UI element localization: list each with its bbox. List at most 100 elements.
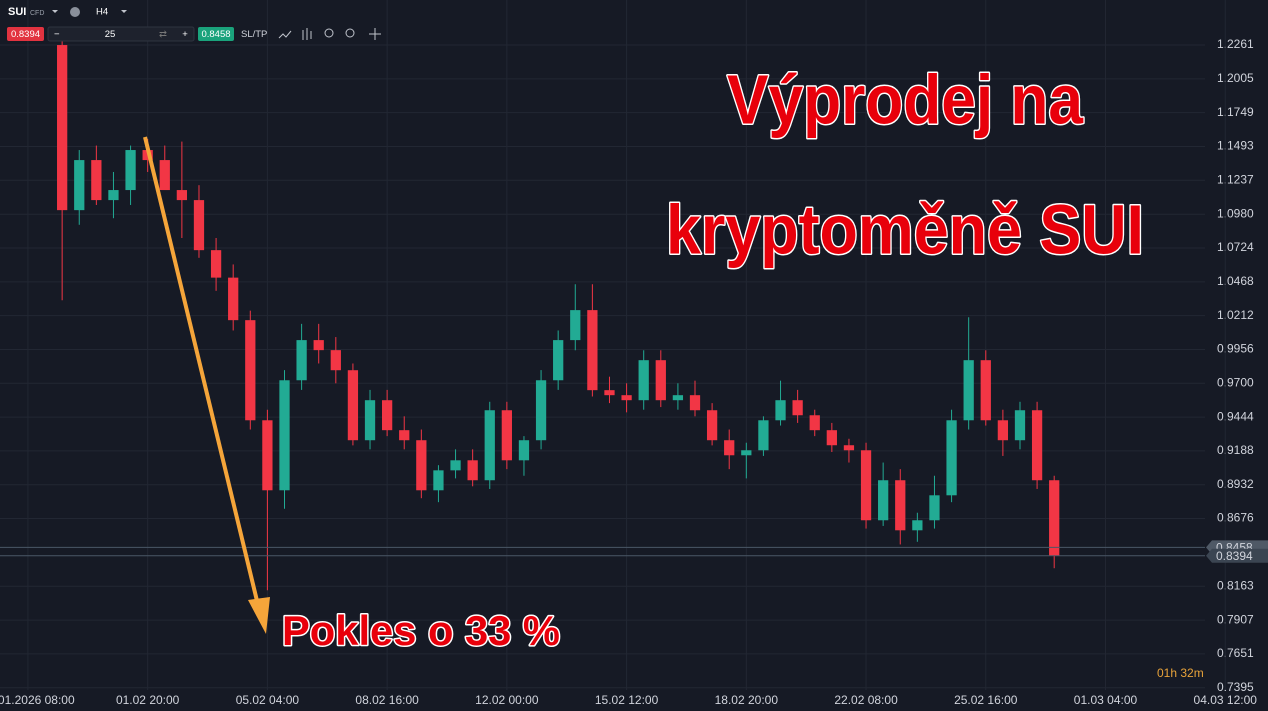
y-tick-label: 0.7651 [1217, 646, 1254, 660]
candle-body [91, 160, 102, 201]
symbol[interactable]: SUI [8, 6, 26, 18]
x-tick-label: 22.02 08:00 [834, 693, 898, 707]
headline: Výprodej na [727, 60, 1084, 138]
dropdown-caret[interactable] [121, 10, 127, 13]
candle-body [364, 400, 376, 441]
candle-body [963, 360, 974, 421]
candle-body [655, 360, 666, 401]
y-tick-label: 1.0468 [1217, 274, 1254, 288]
quantity-box[interactable] [47, 26, 195, 42]
candle-body [706, 410, 718, 441]
symbol-type: CFD [30, 10, 44, 17]
candle-body [467, 460, 478, 481]
y-tick-label: 1.0980 [1217, 206, 1254, 220]
minus-button[interactable]: − [54, 29, 60, 40]
y-tick-label: 1.2005 [1217, 71, 1254, 85]
candle-body [296, 340, 307, 381]
candle-body [518, 440, 530, 461]
x-tick-label: 18.02 20:00 [715, 693, 779, 707]
buy-price: 0.8458 [201, 29, 230, 40]
candle-body [1049, 480, 1060, 556]
candle-body [860, 450, 872, 521]
y-tick-label: 1.2261 [1217, 37, 1254, 51]
price-tag-label: 0.8394 [1216, 549, 1253, 563]
candle-body [758, 420, 769, 451]
buy-button[interactable] [198, 27, 234, 41]
candle-body [980, 360, 991, 421]
candle-body [672, 395, 684, 401]
candle-body [450, 460, 461, 471]
sltp-button[interactable]: SL/TP [241, 29, 267, 40]
y-tick-label: 0.9444 [1217, 409, 1254, 423]
trend-arrow [143, 136, 260, 606]
candle-body [638, 360, 649, 401]
candle-body [381, 400, 393, 431]
zoom-in-icon[interactable] [345, 28, 355, 38]
y-tick-label: 0.8676 [1217, 511, 1254, 525]
candle-body [741, 450, 752, 456]
x-tick-label: 25.02 16:00 [954, 693, 1018, 707]
x-tick-label: 05.02 04:00 [236, 693, 300, 707]
candle-body [826, 430, 837, 446]
candle-body [347, 370, 359, 441]
toolbar: SUI CFD H4 0.8394 − 25 ⇄ + 0.8458 SL/TP [7, 6, 381, 42]
headline: kryptoměně SUI [666, 190, 1144, 268]
annotation: Pokles o 33 % [282, 607, 560, 654]
sell-button[interactable] [7, 27, 44, 41]
x-tick-label: 01.02 20:00 [116, 693, 180, 707]
candle-body [193, 200, 205, 251]
candle-body [501, 410, 512, 461]
candle-body [262, 420, 273, 491]
candle-body [689, 395, 701, 411]
y-tick-label: 0.8163 [1217, 578, 1254, 592]
plus-button[interactable]: + [182, 29, 188, 40]
quantity[interactable]: 25 [105, 29, 116, 40]
x-tick-label: 04.03 12:00 [1194, 693, 1258, 707]
zoom-out-icon[interactable] [324, 28, 334, 38]
candle-body [210, 250, 222, 278]
info-icon[interactable] [70, 7, 80, 17]
chart-type-icon[interactable] [302, 28, 312, 40]
candle-timer: 01h 32m [1157, 666, 1204, 680]
candle-body [125, 150, 136, 191]
candle-body [587, 310, 598, 391]
candle-body [245, 320, 256, 421]
candle-body [159, 160, 170, 191]
candle-body [535, 380, 547, 441]
candle-body [604, 390, 615, 396]
candle-body [484, 410, 495, 481]
candle-body [228, 277, 239, 321]
y-tick-label: 0.9956 [1217, 342, 1254, 356]
timeframe[interactable]: H4 [96, 7, 108, 18]
swap-icon[interactable]: ⇄ [159, 29, 167, 40]
candle-body [1031, 410, 1043, 481]
candle-body [895, 480, 906, 531]
candle-body [724, 440, 735, 456]
candle-body [57, 45, 68, 211]
candle-body [792, 400, 803, 416]
candle-body [108, 190, 119, 201]
move-icon[interactable] [369, 28, 381, 40]
dropdown-caret[interactable] [52, 10, 58, 13]
candle-body [912, 520, 923, 531]
candle-body [997, 420, 1009, 441]
candle-body [946, 420, 957, 496]
x-tick-label: 01.03 04:00 [1074, 693, 1138, 707]
candle-body [176, 190, 188, 201]
y-tick-label: 1.0724 [1217, 240, 1254, 254]
y-tick-label: 1.1749 [1217, 105, 1254, 119]
x-tick-label: 08.02 16:00 [355, 693, 419, 707]
candle-body [399, 430, 410, 441]
y-tick-label: 0.9700 [1217, 375, 1254, 389]
indicator-icon[interactable] [278, 30, 292, 39]
x-tick-label: 12.02 00:00 [475, 693, 539, 707]
candle-body [279, 380, 290, 491]
price-tag [1206, 548, 1268, 563]
candle-body [330, 350, 341, 371]
candle-body [929, 495, 940, 521]
trend-arrowhead [248, 597, 270, 634]
